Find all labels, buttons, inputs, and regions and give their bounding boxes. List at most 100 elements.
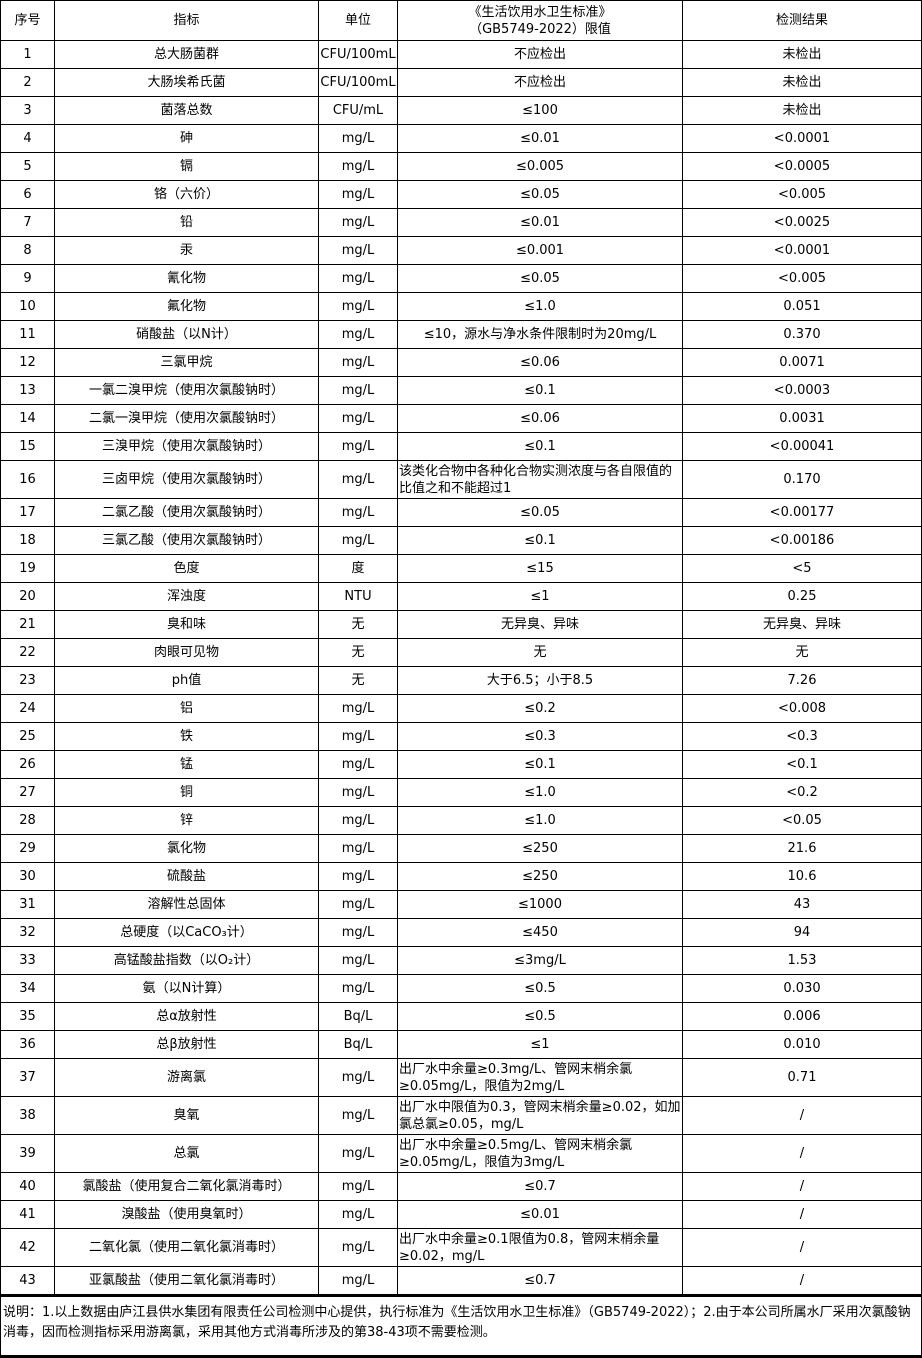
cell-unit: CFU/100mL (318, 68, 398, 97)
table-row: 41 溴酸盐（使用臭氧时） mg/L ≤0.01/ (0, 1200, 922, 1229)
cell-index: 10 (0, 292, 55, 321)
cell-unit: mg/L (318, 694, 398, 723)
cell-result: 94 (682, 918, 922, 947)
cell-index: 38 (0, 1096, 55, 1135)
cell-result: / (682, 1134, 922, 1173)
cell-result: 0.0071 (682, 348, 922, 377)
cell-index: 21 (0, 610, 55, 639)
cell-index: 35 (0, 1002, 55, 1031)
table-row: 22 肉眼可见物无无无 (0, 638, 922, 667)
cell-index: 3 (0, 96, 55, 125)
cell-unit: mg/L (318, 404, 398, 433)
cell-index: 42 (0, 1228, 55, 1267)
cell-index: 17 (0, 498, 55, 527)
cell-result: 43 (682, 890, 922, 919)
cell-limit: ≤0.3 (397, 722, 683, 751)
cell-limit: ≤100 (397, 96, 683, 125)
table-row: 42 二氧化氯（使用二氧化氯消毒时） mg/L 出厂水中余量≥0.1限值为0.8，管网… (0, 1228, 922, 1267)
cell-result: 1.53 (682, 946, 922, 975)
table-row: 25 铁 mg/L ≤0.3 <0.3 (0, 722, 922, 751)
cell-index: 19 (0, 554, 55, 583)
cell-limit: ≤1.0 (397, 806, 683, 835)
cell-indicator: 锰 (54, 750, 319, 779)
cell-unit: mg/L (318, 946, 398, 975)
cell-index: 22 (0, 638, 55, 667)
cell-unit: mg/L (318, 152, 398, 181)
cell-indicator: 浑浊度 (54, 582, 319, 611)
cell-indicator: 色度 (54, 554, 319, 583)
cell-unit: mg/L (318, 236, 398, 265)
cell-index: 36 (0, 1030, 55, 1059)
cell-limit: ≤250 (397, 862, 683, 891)
cell-unit: mg/L (318, 1200, 398, 1229)
cell-limit: ≤0.1 (397, 376, 683, 405)
header-limit: 《生活饮用水卫生标准》 （GB5749-2022）限值 (397, 0, 683, 41)
cell-unit: Bq/L (318, 1002, 398, 1031)
table-row: 26 锰 mg/L ≤0.1 <0.1 (0, 750, 922, 779)
table-row: 16 三卤甲烷（使用次氯酸钠时） mg/L 该类化合物中各种化合物实测浓度与各自限值的… (0, 460, 922, 499)
cell-index: 39 (0, 1134, 55, 1173)
cell-result: 0.0031 (682, 404, 922, 433)
cell-result: <0.00041 (682, 432, 922, 461)
cell-indicator: 铜 (54, 778, 319, 807)
cell-limit: ≤0.01 (397, 124, 683, 153)
cell-result: 未检出 (682, 40, 922, 69)
cell-indicator: 三溴甲烷（使用次氯酸钠时） (54, 432, 319, 461)
table-row: 6 铬（六价） mg/L ≤0.05 <0.005 (0, 180, 922, 209)
cell-unit: mg/L (318, 432, 398, 461)
table-row: 4 砷 mg/L ≤0.01 <0.0001 (0, 124, 922, 153)
cell-indicator: 总大肠菌群 (54, 40, 319, 69)
cell-result: <0.0001 (682, 124, 922, 153)
cell-limit: ≤1000 (397, 890, 683, 919)
cell-result: / (682, 1200, 922, 1229)
cell-index: 43 (0, 1266, 55, 1295)
cell-unit: mg/L (318, 1172, 398, 1201)
table-row: 14 二氯一溴甲烷（使用次氯酸钠时） mg/L ≤0.06 0.0031 (0, 404, 922, 433)
cell-result: 未检出 (682, 96, 922, 125)
cell-index: 12 (0, 348, 55, 377)
table-row: 15 三溴甲烷（使用次氯酸钠时） mg/L ≤0.1 <0.00041 (0, 432, 922, 461)
table-row: 21 臭和味无无异臭、异味 无异臭、异味 (0, 610, 922, 639)
cell-unit: 度 (318, 554, 398, 583)
cell-limit: ≤0.01 (397, 208, 683, 237)
cell-unit: mg/L (318, 376, 398, 405)
cell-index: 1 (0, 40, 55, 69)
cell-unit: mg/L (318, 1266, 398, 1295)
cell-unit: CFU/100mL (318, 40, 398, 69)
cell-result: 7.26 (682, 666, 922, 695)
cell-limit: ≤0.001 (397, 236, 683, 265)
cell-limit: ≤0.01 (397, 1200, 683, 1229)
cell-index: 24 (0, 694, 55, 723)
table-row: 40 氯酸盐（使用复合二氧化氯消毒时） mg/L ≤0.7/ (0, 1172, 922, 1201)
cell-unit: mg/L (318, 1228, 398, 1267)
cell-index: 33 (0, 946, 55, 975)
cell-result: 无异臭、异味 (682, 610, 922, 639)
table-row: 37 游离氯 mg/L 出厂水中余量≥0.3mg/L、管网末梢余氯≥0.05mg/L，… (0, 1058, 922, 1097)
table-row: 34 氨（以N计算） mg/L ≤0.5 0.030 (0, 974, 922, 1003)
cell-limit: ≤1 (397, 1030, 683, 1059)
table-row: 12 三氯甲烷 mg/L ≤0.06 0.0071 (0, 348, 922, 377)
cell-result: 0.25 (682, 582, 922, 611)
cell-limit: 出厂水中余量≥0.1限值为0.8，管网末梢余量≥0.02，mg/L (397, 1228, 683, 1267)
cell-index: 37 (0, 1058, 55, 1097)
cell-index: 5 (0, 152, 55, 181)
cell-unit: mg/L (318, 974, 398, 1003)
cell-indicator: 总β放射性 (54, 1030, 319, 1059)
cell-indicator: 三氯甲烷 (54, 348, 319, 377)
cell-indicator: 二氧化氯（使用二氧化氯消毒时） (54, 1228, 319, 1267)
cell-indicator: 三氯乙酸（使用次氯酸钠时） (54, 526, 319, 555)
cell-indicator: 氟化物 (54, 292, 319, 321)
cell-indicator: 高锰酸盐指数（以O₂计） (54, 946, 319, 975)
cell-result: 0.030 (682, 974, 922, 1003)
cell-result: <5 (682, 554, 922, 583)
cell-unit: mg/L (318, 348, 398, 377)
cell-limit: 不应检出 (397, 40, 683, 69)
cell-indicator: 大肠埃希氏菌 (54, 68, 319, 97)
cell-result: 未检出 (682, 68, 922, 97)
cell-indicator: 三卤甲烷（使用次氯酸钠时） (54, 460, 319, 499)
cell-index: 31 (0, 890, 55, 919)
cell-limit: 出厂水中余量≥0.3mg/L、管网末梢余氯≥0.05mg/L，限值为2mg/L (397, 1058, 683, 1097)
cell-unit: mg/L (318, 750, 398, 779)
cell-unit: CFU/mL (318, 96, 398, 125)
cell-index: 40 (0, 1172, 55, 1201)
